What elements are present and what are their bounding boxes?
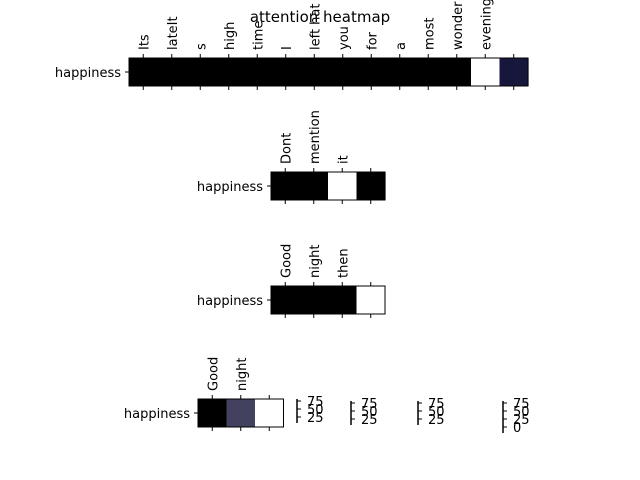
colorbar-tick-label: 25 [428,413,445,428]
x-tick-label: Good [279,244,294,278]
heatmap-cell [300,58,330,86]
x-tick-label: left hat [308,4,323,51]
x-tick-label: most [422,18,437,51]
y-tick-label: happiness [124,407,190,422]
x-tick-label: night [308,245,323,278]
heatmap-cell [186,58,216,86]
chart-title: attention heatmap [250,8,390,26]
x-tick-label: night [235,358,250,391]
colorbar-tick-label: 75 [428,397,445,412]
heatmap-cell [356,286,386,314]
heatmap-cell [243,58,273,86]
heatmap-cell [471,58,501,86]
colorbar-tick-label: 75 [361,397,378,412]
heatmap-cell [198,399,228,427]
x-tick-label: high [223,22,238,50]
x-tick-label: then [336,248,351,278]
heatmap-cell [328,172,358,200]
heatmap-cell [157,58,187,86]
x-tick-label: evening [479,0,494,50]
x-tick-label: it [336,155,351,164]
heatmap-cell [442,58,472,86]
heatmap-cell [299,286,329,314]
y-tick-label: happiness [197,294,263,309]
heatmap-2: Dont mention it happiness [197,110,386,204]
colorbar-tick-label: 25 [513,413,530,428]
heatmap-cell [328,58,358,86]
heatmap-cell [499,58,529,86]
x-tick-label: Dont [279,133,294,164]
heatmap-cell [328,286,358,314]
x-tick-label: a [394,42,409,50]
heatmap-cell [214,58,244,86]
heatmap-3: Good night then happiness [197,244,386,318]
heatmap-cell [385,58,415,86]
x-tick-label: Its [137,34,152,50]
colorbar-tick-label: 25 [361,413,378,428]
heatmap-4: Good night happiness [124,357,285,431]
heatmap-cell [226,399,256,427]
colorbar-tick-label: 50 [361,405,378,420]
colorbar-tick-label: 75 [307,395,324,410]
heatmap-cell [129,58,159,86]
heatmap-cell [299,172,329,200]
x-tick-label: mention [308,110,323,164]
colorbar-tick-label: 75 [513,397,530,412]
heatmap-cell [271,58,301,86]
y-tick-label: happiness [55,66,121,81]
colorbar-tick-label: 50 [307,403,324,418]
heatmap-cell [357,58,387,86]
heatmap-cell [356,172,386,200]
colorbar-tick-label: 50 [428,405,445,420]
heatmap-cell [271,172,301,200]
x-tick-label: wonder [451,1,466,50]
x-tick-label: you [337,26,352,50]
x-tick-label: lateIt [166,16,181,50]
heatmap-cell [271,286,301,314]
colorbar-tick-label: 25 [307,411,324,426]
colorbar-tick-label: 50 [513,405,530,420]
colorbar-tick-label: 0 [513,421,521,436]
x-tick-label: I [280,46,295,50]
heatmap-cell [414,58,444,86]
heatmap-cell [255,399,285,427]
x-tick-label: s [194,43,209,50]
x-tick-label: for [365,31,380,50]
x-tick-label: time [251,21,266,50]
y-tick-label: happiness [197,180,263,195]
x-tick-label: Good [206,357,221,391]
